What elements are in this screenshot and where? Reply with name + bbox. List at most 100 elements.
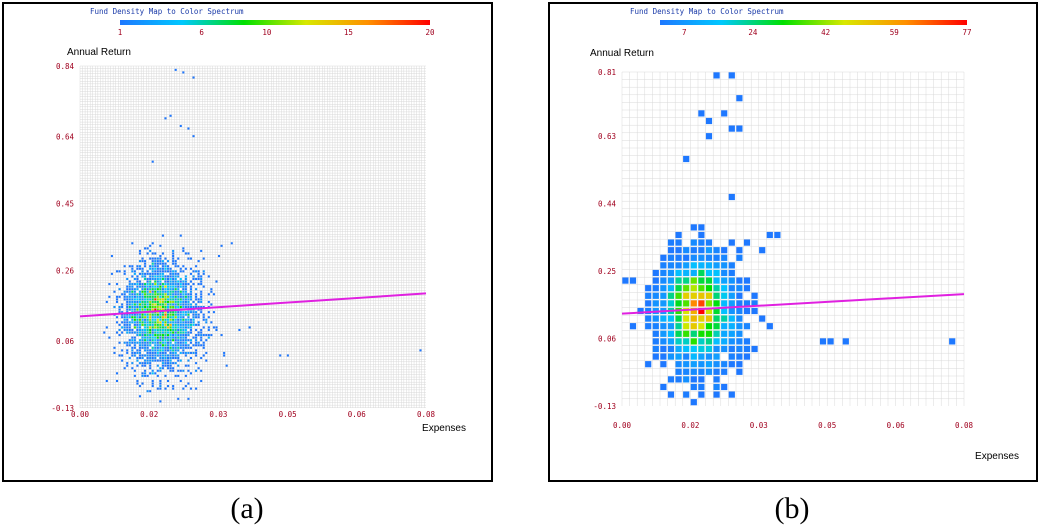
density-cell [141,298,144,301]
density-cell [156,308,159,311]
density-cell [118,334,121,337]
density-cell [161,295,164,298]
density-cell [184,285,187,288]
density-cell [690,239,697,246]
density-cell [151,372,154,375]
density-cell [675,277,682,284]
density-cell [141,267,144,270]
density-cell [195,328,198,331]
density-cell [210,321,213,324]
density-cell [154,303,157,306]
density-cell [149,257,152,260]
density-cell [103,331,106,334]
density-cell [667,376,675,383]
density-cell [690,330,697,337]
density-cell [167,321,170,324]
density-cell [167,362,170,365]
density-cell [113,351,116,354]
density-cell [156,303,159,306]
density-cell [195,351,198,354]
density-cell [146,334,149,337]
density-cell [174,313,177,316]
density-cell [128,339,131,342]
density-cell [149,298,152,301]
density-cell [156,354,159,357]
density-cell [144,344,147,347]
density-cell [195,387,198,390]
density-cell [156,275,159,278]
density-cells [622,72,956,406]
density-cell [144,331,147,334]
legend-tick-label: 77 [962,28,971,37]
density-cell [174,336,177,339]
density-cell [174,275,177,278]
density-cell [819,338,827,345]
density-cell [177,326,180,329]
density-cell [200,328,203,331]
density-cell [156,339,159,342]
density-cell [169,331,172,334]
density-cell [683,338,690,345]
density-cell [212,293,215,296]
density-cell [189,326,192,329]
density-cell [161,364,164,367]
panel-caption: (b) [775,492,810,525]
legend-tick-label: 7 [682,28,687,37]
density-cell [126,285,129,288]
density-cell [121,354,124,357]
density-cell [164,336,167,339]
density-cell [172,306,175,309]
density-cell [151,265,154,268]
density-cell [675,376,682,383]
density-cell [187,321,190,324]
density-cell [172,326,175,329]
density-cell [159,295,162,298]
density-cell [652,292,659,299]
density-cell [151,267,154,270]
density-cell [149,357,152,360]
density-cell [113,306,116,309]
density-cell [169,285,172,288]
density-cell [136,300,139,303]
density-cell [172,288,175,291]
density-cell [131,321,134,324]
density-cell [146,390,149,393]
density-cell [128,306,131,309]
density-cell [141,283,144,286]
density-cell [667,323,675,330]
density-cell [133,313,136,316]
density-cell [131,341,134,344]
density-cell [169,277,172,280]
density-cell [660,338,667,345]
density-cell [161,300,164,303]
density-cell [128,265,131,268]
density-cell [144,300,147,303]
density-cell [121,321,124,324]
density-cell [131,275,134,278]
density-cell [949,338,956,345]
density-cell [149,341,152,344]
density-cell [187,369,190,372]
density-cell [167,349,170,352]
density-cell [728,292,735,299]
density-cell [144,341,147,344]
density-cell [149,326,152,329]
density-cell [146,351,149,354]
density-cell [202,334,205,337]
density-cell [174,293,177,296]
density-cell [195,293,198,296]
density-cell [149,354,152,357]
density-cell [146,339,149,342]
density-cell [177,328,180,331]
density-cell [167,260,170,263]
density-cell [172,369,175,372]
density-cell [184,336,187,339]
density-cell [146,247,149,250]
legend-title: Fund Density Map to Color Spectrum [90,7,244,16]
density-cell [184,339,187,342]
density-cell [179,306,182,309]
density-cell [146,272,149,275]
density-cell [645,292,652,299]
density-cell [131,367,134,370]
density-cell [751,345,758,353]
